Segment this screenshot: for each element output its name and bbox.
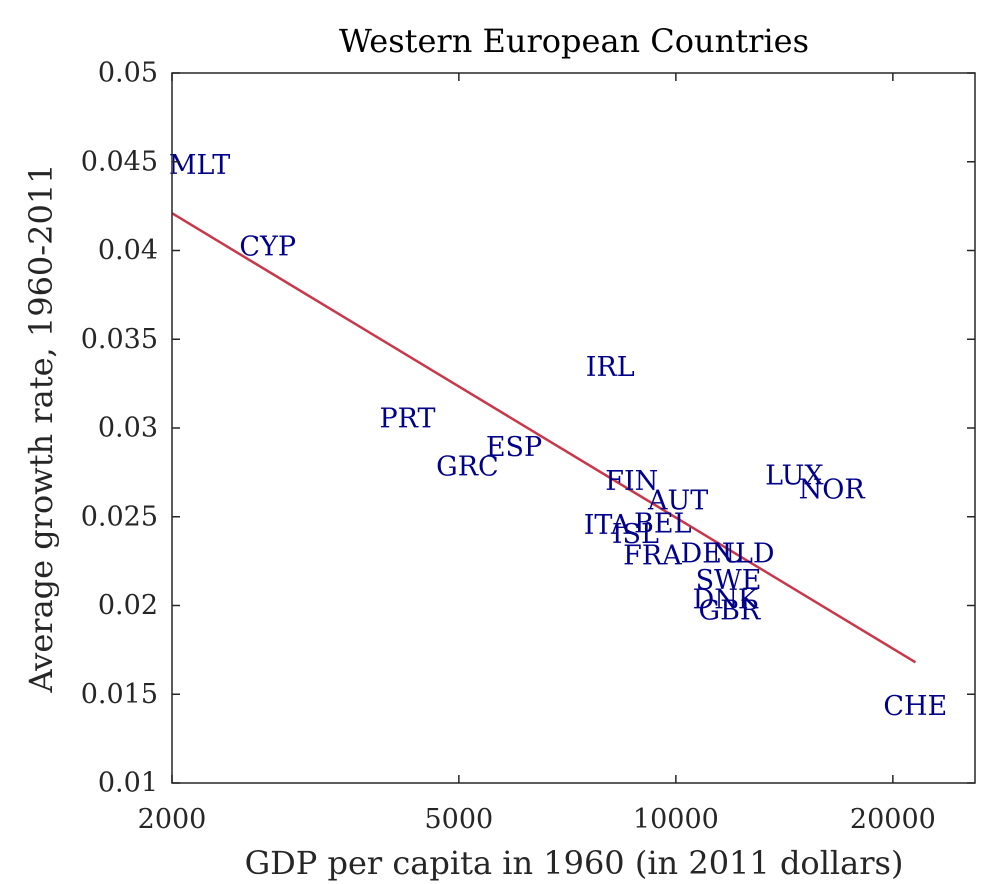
point-label-fin: FIN bbox=[605, 466, 658, 497]
y-tick-label: 0.035 bbox=[81, 324, 158, 355]
y-axis-label: Average growth rate, 1960-2011 bbox=[22, 163, 60, 693]
point-label-grc: GRC bbox=[436, 452, 499, 483]
point-label-bel: BEL bbox=[634, 508, 692, 539]
point-label-nor: NOR bbox=[799, 475, 866, 506]
point-label-prt: PRT bbox=[379, 404, 435, 435]
point-label-lux: LUX bbox=[765, 460, 824, 491]
point-label-swe: SWE bbox=[696, 565, 762, 596]
chart-title: Western European Countries bbox=[339, 22, 809, 60]
point-label-cyp: CYP bbox=[239, 231, 296, 262]
point-label-nld: NLD bbox=[711, 539, 774, 570]
point-label-aut: AUT bbox=[647, 485, 708, 516]
point-label-deu: DEU bbox=[681, 539, 745, 570]
y-tick-label: 0.02 bbox=[98, 590, 158, 621]
y-tick-label: 0.015 bbox=[81, 679, 158, 710]
y-tick-label: 0.03 bbox=[98, 413, 158, 444]
point-label-fra: FRA bbox=[623, 540, 682, 571]
x-tick-label: 2000 bbox=[138, 804, 207, 835]
fit-line bbox=[171, 212, 917, 664]
point-label-ita: ITA bbox=[584, 510, 631, 541]
point-label-gbr: GBR bbox=[699, 595, 761, 626]
x-tick-label: 20000 bbox=[850, 804, 936, 835]
y-tick-label: 0.04 bbox=[98, 235, 158, 266]
axes-box bbox=[171, 72, 976, 784]
x-tick-label: 10000 bbox=[633, 804, 719, 835]
point-label-irl: IRL bbox=[586, 352, 635, 383]
y-tick-label: 0.025 bbox=[81, 501, 158, 532]
y-tick-label: 0.01 bbox=[98, 768, 158, 799]
y-tick-label: 0.045 bbox=[81, 146, 158, 177]
x-axis-label: GDP per capita in 1960 (in 2011 dollars) bbox=[245, 844, 904, 882]
point-label-isl: ISL bbox=[612, 519, 659, 550]
point-label-dnk: DNK bbox=[693, 585, 759, 616]
point-label-mlt: MLT bbox=[169, 150, 230, 181]
point-label-esp: ESP bbox=[486, 432, 542, 463]
axis-ticks: 2000 5000 10000 20000 0.01 0.015 0.02 0.025 0.03… bbox=[81, 58, 975, 835]
point-label-che: CHE bbox=[883, 691, 947, 722]
y-tick-label: 0.05 bbox=[98, 58, 158, 89]
x-tick-label: 5000 bbox=[425, 804, 494, 835]
